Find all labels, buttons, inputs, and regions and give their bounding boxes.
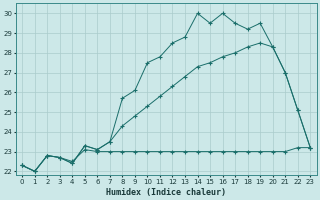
X-axis label: Humidex (Indice chaleur): Humidex (Indice chaleur) bbox=[106, 188, 226, 197]
